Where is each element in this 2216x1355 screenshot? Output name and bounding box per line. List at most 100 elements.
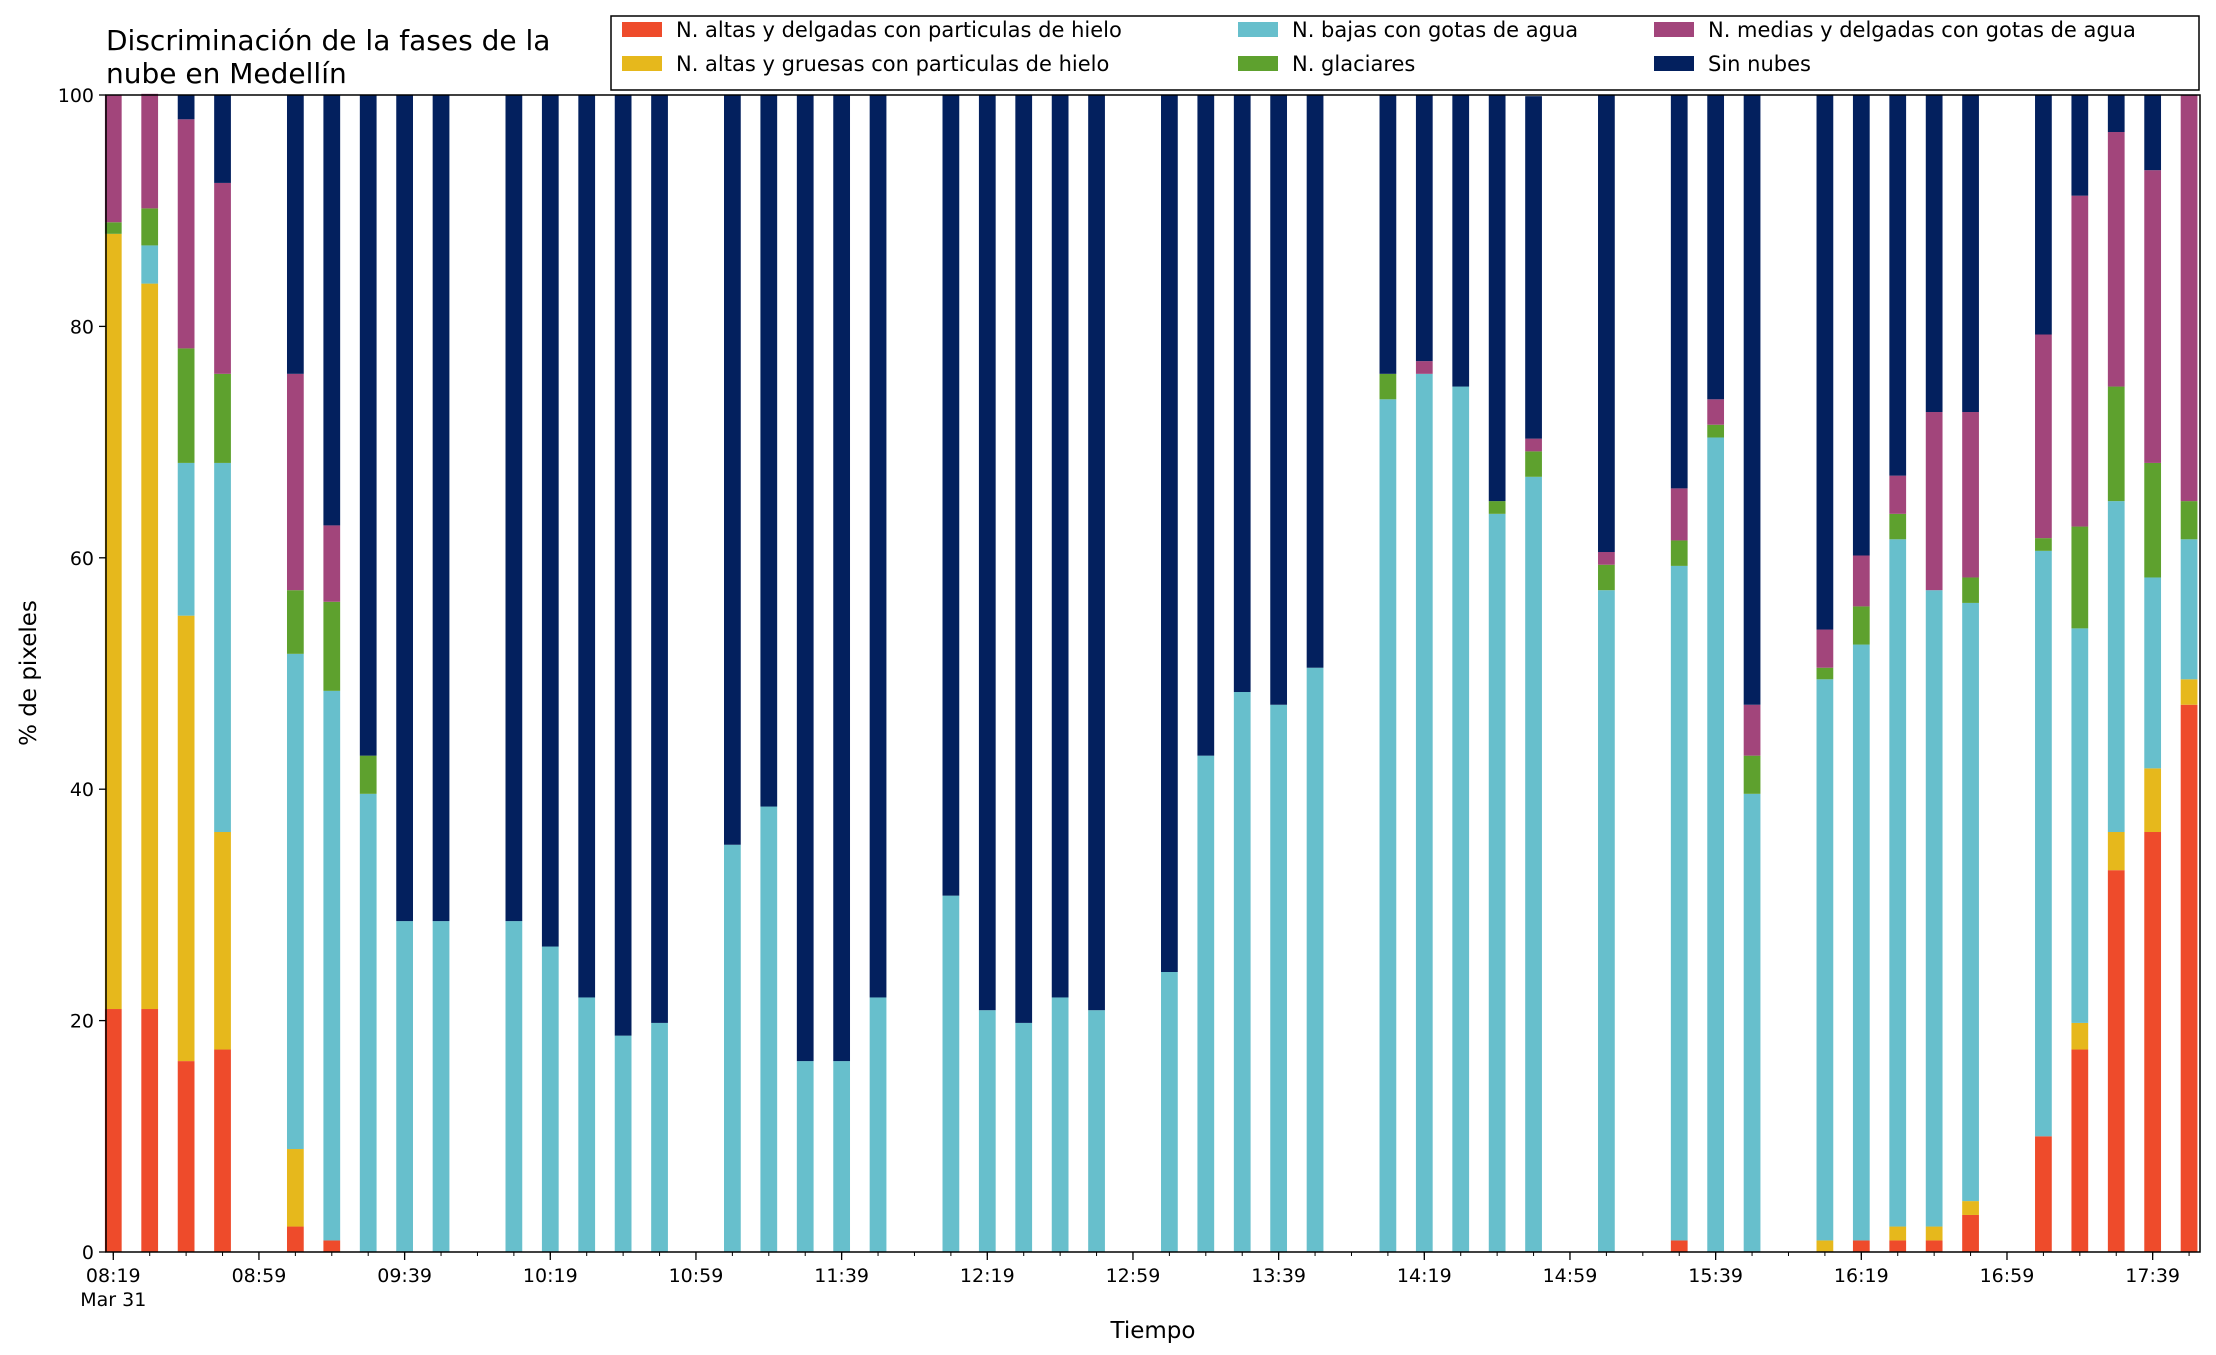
bar-segment — [2035, 1136, 2052, 1252]
bar-segment — [724, 844, 741, 1252]
x-tick-label: 14:59 — [1543, 1265, 1598, 1287]
bar-segment — [541, 946, 559, 1252]
bars-layer — [104, 93, 2198, 1253]
bar-segment — [1962, 602, 1979, 1202]
bar-segment — [1925, 412, 1943, 591]
bar-segment — [1270, 95, 1288, 705]
bar-segment — [1598, 564, 1615, 591]
legend-label: N. medias y delgadas con gotas de agua — [1708, 18, 2136, 42]
x-axis-title: Tiempo — [1110, 1318, 1196, 1344]
bar-segment — [1488, 95, 1506, 502]
bar-segment — [2035, 550, 2052, 1137]
x-tick-label: 08:19 — [86, 1265, 141, 1287]
bar-segment — [214, 1049, 231, 1252]
bar-segment — [1197, 95, 1215, 756]
bar-segment — [1525, 438, 1542, 452]
x-tick-label: 09:39 — [377, 1265, 432, 1287]
bar-segment — [1670, 95, 1688, 489]
bar-segment — [2035, 538, 2052, 551]
bar-segment — [1525, 451, 1542, 477]
x-tick-label: 10:19 — [523, 1265, 578, 1287]
bar-segment — [1670, 540, 1688, 566]
bar-segment — [760, 806, 778, 1252]
y-tick-label: 0 — [82, 1242, 94, 1264]
bar-segment — [214, 832, 231, 1050]
bar-segment — [1598, 552, 1615, 565]
bar-segment — [1743, 755, 1761, 794]
bar-segment — [1925, 95, 1943, 413]
x-tick-label: 14:19 — [1397, 1265, 1452, 1287]
bar-segment — [1051, 95, 1069, 998]
bar-segment — [978, 1010, 996, 1252]
bar-segment — [1306, 95, 1324, 668]
bar-segment — [2107, 832, 2125, 871]
bar-segment — [141, 245, 159, 284]
chart-title: Discriminación de la fases de la nube en… — [106, 24, 550, 90]
x-tick-label: 12:59 — [1106, 1265, 1161, 1287]
bar-segment — [286, 373, 304, 591]
bar-segment — [978, 95, 996, 1011]
bar-segment — [177, 119, 195, 349]
bar-segment — [432, 921, 450, 1252]
legend-label: N. bajas con gotas de agua — [1292, 18, 1578, 42]
bar-segment — [1415, 373, 1433, 1253]
legend-label: Sin nubes — [1708, 52, 1811, 76]
x-tick-label: 13:39 — [1251, 1265, 1306, 1287]
bar-segment — [286, 1149, 304, 1227]
bar-segment — [1598, 95, 1615, 553]
bar-segment — [1889, 95, 1907, 476]
bar-segment — [1889, 1226, 1907, 1241]
bar-segment — [141, 283, 159, 1010]
bar-segment — [1379, 373, 1397, 400]
bar-segment — [1415, 361, 1433, 374]
bar-segment — [323, 601, 341, 691]
bar-segment — [1962, 95, 1979, 413]
bar-segment — [359, 95, 377, 756]
x-tick-label: 16:59 — [1980, 1265, 2035, 1287]
y-axis: 0 20 40 60 80 100 — [58, 85, 106, 1264]
x-tick-label: 17:39 — [2125, 1265, 2180, 1287]
bar-segment — [1889, 475, 1907, 514]
legend-swatch — [1238, 56, 1278, 71]
bar-segment — [614, 1035, 632, 1252]
legend-frame — [610, 15, 2200, 91]
bar-segment — [1852, 644, 1870, 1241]
bar-segment — [796, 1061, 814, 1252]
legend: N. altas y delgadas con particulas de hi… — [610, 15, 2200, 91]
bar-segment — [724, 95, 741, 845]
bar-segment — [1670, 488, 1688, 541]
bar-segment — [2107, 870, 2125, 1252]
bar-segment — [1889, 1240, 1907, 1252]
bar-segment — [505, 95, 523, 922]
bar-segment — [1525, 476, 1542, 1252]
bar-segment — [2071, 628, 2089, 1023]
bar-segment — [1962, 1214, 1979, 1252]
bar-segment — [323, 525, 341, 602]
y-tick-label: 40 — [70, 779, 94, 801]
bar-segment — [833, 1061, 851, 1252]
bar-segment — [1707, 95, 1725, 400]
bar-segment — [1088, 1010, 1105, 1252]
bar-segment — [1161, 95, 1178, 973]
bar-segment — [2107, 132, 2125, 387]
bar-segment — [1488, 513, 1506, 1252]
bar-segment — [2144, 768, 2162, 832]
bar-segment — [1488, 501, 1506, 514]
y-tick-label: 100 — [58, 85, 94, 107]
bar-segment — [1962, 577, 1979, 603]
bar-segment — [2071, 1049, 2089, 1252]
legend-swatch — [1238, 22, 1278, 37]
bar-segment — [2180, 95, 2198, 502]
bar-segment — [177, 462, 195, 616]
bar-segment — [323, 690, 341, 1241]
bar-segment — [1670, 1240, 1688, 1252]
bar-segment — [432, 95, 450, 922]
legend-label: N. altas y gruesas con particulas de hie… — [676, 52, 1109, 76]
bar-segment — [323, 1240, 341, 1252]
x-tick-label: 10:59 — [669, 1265, 724, 1287]
bar-segment — [1015, 1022, 1033, 1252]
bar-segment — [141, 1009, 159, 1252]
bar-segment — [396, 95, 413, 922]
